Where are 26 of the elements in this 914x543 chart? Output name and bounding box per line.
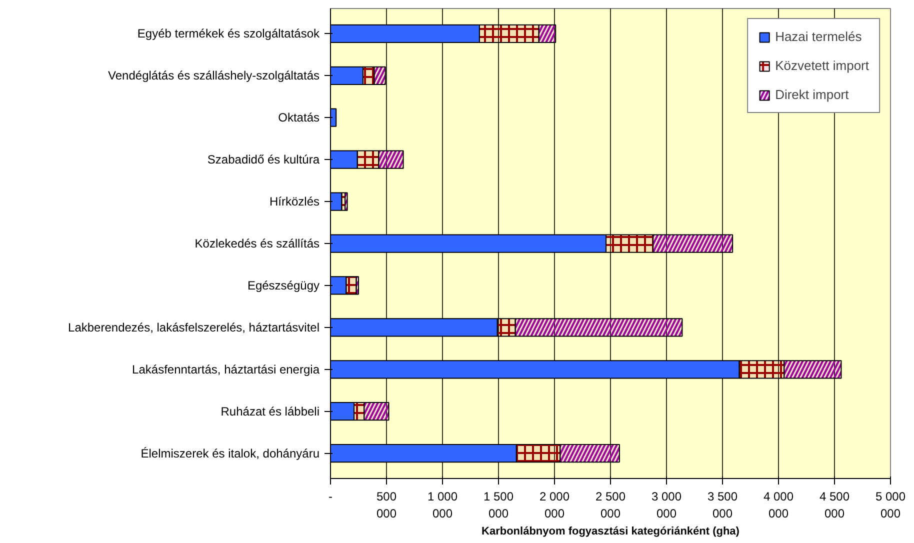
x-tick-label: 1 500 000 bbox=[483, 490, 514, 520]
y-tick-label: Lakberendezés, lakásfelszerelés, háztartásvitel bbox=[68, 320, 320, 334]
legend-label: Direkt import bbox=[775, 87, 849, 102]
x-tick-label: 3 500 000 bbox=[707, 490, 738, 520]
y-tick-label: Lakásfenntartás, háztartási energia bbox=[132, 362, 320, 376]
y-tick-label: Egyéb termékek és szolgáltatások bbox=[137, 26, 320, 41]
y-tick-label: Szabadidő és kultúra bbox=[207, 152, 320, 167]
x-axis-title: Karbonlábnyom fogyasztási kategóriánként (gha) bbox=[482, 525, 740, 538]
x-tick-label: 4 000 000 bbox=[763, 490, 794, 520]
y-tick-label: Ruházat és lábbeli bbox=[220, 404, 320, 418]
x-tick-label: 1 000 000 bbox=[427, 490, 458, 520]
x-tick-label: 500 000 bbox=[376, 490, 397, 520]
legend-label: Közvetett import bbox=[775, 58, 869, 73]
x-tick-label: - bbox=[328, 490, 332, 504]
x-tick-label: 2 000 000 bbox=[539, 490, 570, 520]
x-tick-label: 4 500 000 bbox=[819, 490, 850, 520]
y-tick-label: Hírközlés bbox=[269, 194, 320, 209]
y-tick-label: Élelmiszerek és italok, dohányáru bbox=[140, 446, 320, 460]
y-tick-label: Közlekedés és szállítás bbox=[194, 236, 320, 250]
y-tick-label: Vendéglátás és szálláshely-szolgáltatás bbox=[108, 68, 320, 83]
x-tick-label: 3 000 000 bbox=[651, 490, 682, 520]
legend-label: Hazai termelés bbox=[775, 29, 862, 44]
y-tick-label: Oktatás bbox=[278, 110, 320, 125]
x-tick-label: 2 500 000 bbox=[595, 490, 626, 520]
y-tick-label: Egészségügy bbox=[247, 278, 320, 292]
x-tick-label: 5 000 000 bbox=[875, 490, 906, 520]
